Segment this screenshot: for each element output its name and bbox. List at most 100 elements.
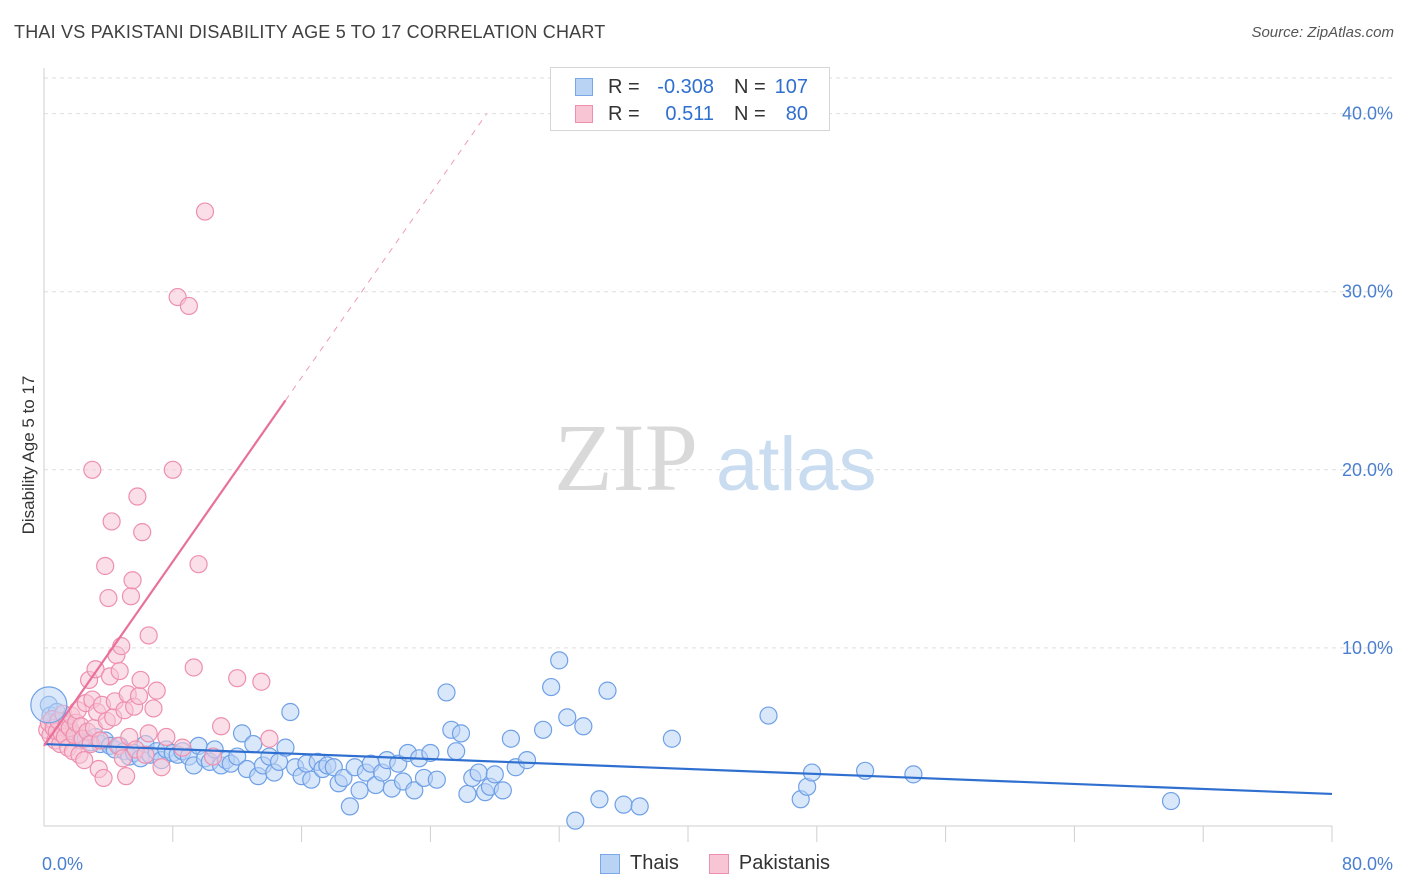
data-point [427,770,446,789]
data-point [598,681,617,700]
x-tick-label: 80.0% [1342,854,1393,874]
chart-title: THAI VS PAKISTANI DISABILITY AGE 5 TO 17… [14,22,606,42]
data-point [203,747,223,766]
data-point [144,699,163,718]
n-label: N = [734,102,766,125]
watermark-atlas: atlas [716,422,877,507]
n-value: 107 [774,75,808,98]
data-point [123,571,142,590]
data-point [133,523,152,542]
data-point [469,763,488,782]
data-point [96,556,115,576]
data-point [904,765,923,784]
data-point [759,706,778,725]
n-value: 80 [785,102,808,125]
data-point [110,661,129,681]
data-point [558,708,577,727]
data-point [302,770,321,789]
trend-line-thais [43,742,1333,796]
data-point [566,811,585,830]
watermark-zip: ZIP [554,404,698,511]
data-point [662,729,682,748]
data-point [184,658,203,677]
data-point [533,720,553,739]
data-point [451,724,471,743]
x-tick-label: 0.0% [42,854,83,874]
x-tick-labels: 0.0% 80.0% [42,854,1393,874]
data-point [542,677,561,697]
axes [43,68,1333,842]
data-point [163,460,182,479]
y-tick-label: 10.0% [1342,638,1393,658]
legend-swatch-pakistanis [708,853,729,874]
data-point [574,717,593,736]
legend-swatch-thais [600,853,620,874]
data-point [281,702,300,722]
data-point [129,686,149,706]
data-point [139,626,158,645]
data-point [501,729,520,748]
data-point [102,512,121,531]
trend-line-pakistanis [43,399,287,747]
data-point [405,781,424,800]
r-label: R = [608,102,640,125]
n-label: N = [734,75,766,98]
data-point [99,588,118,608]
data-point [179,296,198,316]
data-point [94,768,113,788]
data-point [189,555,208,574]
source-label: Source: ZipAtlas.com [1251,24,1394,41]
data-point [421,743,440,763]
data-point [228,669,247,688]
data-point [128,487,147,506]
data-point [113,749,132,768]
data-point [232,724,252,743]
legend-label-pakistanis: Pakistanis [738,852,831,874]
y-tick-label: 30.0% [1342,282,1393,302]
series-pakistanis [38,202,279,788]
data-point [334,768,353,788]
data-point [437,683,456,702]
legend-item-thais[interactable]: Thais [600,852,679,875]
data-point [485,765,504,784]
r-label: R = [608,75,640,98]
data-point [1161,791,1181,811]
data-point [244,734,263,754]
trend-lines [43,113,1333,796]
data-point [252,672,271,691]
legend-row-pakistanis: R = 0.511 N = 80 [575,101,808,127]
legend-row-thais: R = -0.308 N = 107 [575,74,808,100]
data-point [195,202,215,221]
data-point [550,651,569,670]
data-point [152,758,171,777]
data-point [131,670,150,690]
data-point [83,460,102,479]
trend-extension-pakistanis [285,113,488,401]
data-point [75,751,94,770]
y-axis-label: Disability Age 5 to 17 [19,376,38,535]
data-point [276,738,295,757]
data-point [121,587,141,606]
data-point [493,781,512,800]
data-point [147,681,166,700]
data-point [157,727,176,747]
data-point [614,795,633,814]
legend-swatch-pakistanis [575,105,593,123]
data-point [630,797,649,816]
r-value: 0.511 [665,102,714,125]
data-point [30,686,68,724]
watermark: ZIP atlas [554,404,877,511]
data-point [139,724,158,743]
data-point [340,797,359,816]
data-point [517,751,537,770]
r-value: -0.308 [657,75,714,98]
series-legend: Thais Pakistanis [600,852,860,875]
legend-item-pakistanis[interactable]: Pakistanis [708,852,831,875]
correlation-legend: R = -0.308 N = 107 R = 0.511 N = 80 [550,67,830,131]
legend-label-thais: Thais [630,852,679,874]
data-point [590,790,609,809]
y-tick-labels: 10.0% 20.0% 30.0% 40.0% [1342,104,1393,658]
data-point [350,781,369,800]
data-point [91,731,110,750]
